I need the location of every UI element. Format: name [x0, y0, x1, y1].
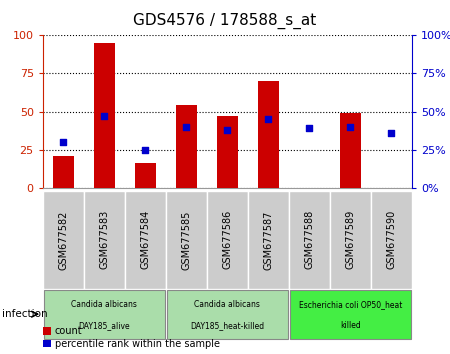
Text: Escherichia coli OP50_heat: Escherichia coli OP50_heat [298, 301, 402, 309]
Text: GSM677582: GSM677582 [58, 210, 68, 269]
Text: GSM677584: GSM677584 [140, 210, 150, 269]
Bar [53, 156, 73, 188]
Bar [207, 191, 248, 289]
Text: GSM677585: GSM677585 [181, 210, 191, 269]
Point [224, 127, 231, 133]
Bar [44, 290, 165, 339]
Point [142, 147, 149, 152]
Point [387, 130, 395, 136]
Bar [84, 191, 125, 289]
Bar [371, 191, 412, 289]
Text: Candida albicans: Candida albicans [194, 301, 260, 309]
Point [60, 139, 67, 145]
Text: GSM677589: GSM677589 [345, 210, 355, 269]
Point [306, 125, 313, 131]
Text: DAY185_alive: DAY185_alive [78, 321, 130, 330]
Bar [166, 191, 207, 289]
Bar [289, 191, 330, 289]
Bar [125, 191, 166, 289]
Text: DAY185_heat-killed: DAY185_heat-killed [190, 321, 264, 330]
Text: Candida albicans: Candida albicans [71, 301, 137, 309]
Bar [248, 191, 289, 289]
Bar [330, 191, 371, 289]
Text: GDS4576 / 178588_s_at: GDS4576 / 178588_s_at [133, 12, 317, 29]
Bar [340, 113, 360, 188]
Bar [135, 163, 156, 188]
Text: killed: killed [340, 321, 360, 330]
Bar [94, 43, 114, 188]
Point [101, 113, 108, 119]
Point [346, 124, 354, 130]
Point [265, 116, 272, 122]
Point [183, 124, 190, 130]
Text: GSM677590: GSM677590 [386, 210, 396, 269]
Bar [289, 290, 411, 339]
Text: GSM677587: GSM677587 [263, 210, 273, 269]
Bar [176, 105, 197, 188]
Text: GSM677588: GSM677588 [304, 210, 314, 269]
Bar [217, 116, 238, 188]
Text: infection: infection [2, 309, 48, 319]
Text: GSM677583: GSM677583 [99, 210, 109, 269]
Text: GSM677586: GSM677586 [222, 210, 232, 269]
Bar [43, 191, 84, 289]
Bar [166, 290, 288, 339]
Bar [258, 81, 279, 188]
Legend: count, percentile rank within the sample: count, percentile rank within the sample [43, 326, 220, 349]
